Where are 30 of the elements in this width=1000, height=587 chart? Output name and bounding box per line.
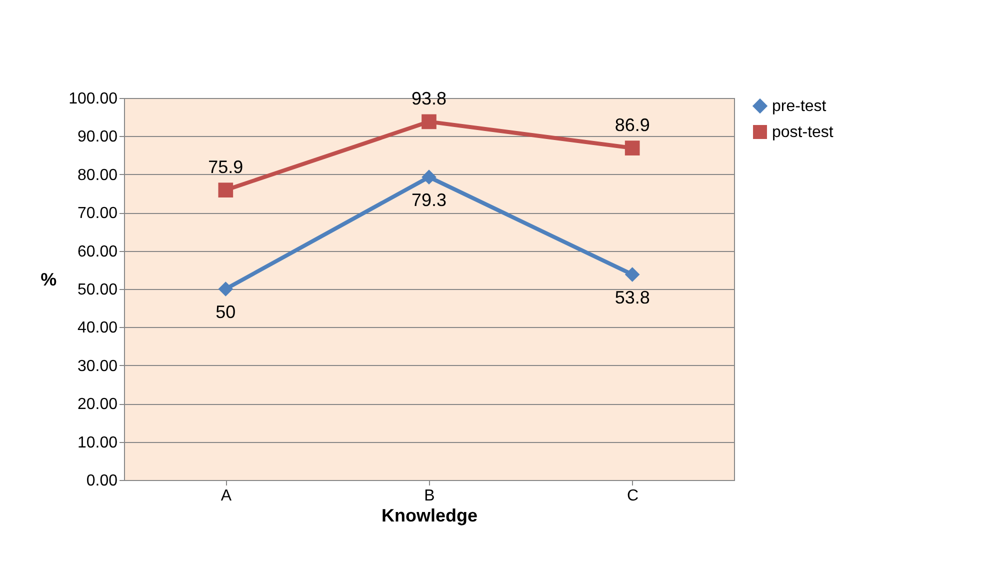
data-label: 50 <box>216 302 236 322</box>
point <box>624 140 640 156</box>
y-tick-label: 70.00 <box>77 205 118 222</box>
y-tick-label: 60.00 <box>77 243 118 260</box>
y-tick-label: 10.00 <box>77 434 118 452</box>
legend-label: post-test <box>772 124 834 141</box>
x-tick-label: B <box>424 488 435 504</box>
y-tick-label: 40.00 <box>77 320 118 337</box>
data-label: 53.8 <box>614 287 650 308</box>
y-tick-label: 30.00 <box>77 358 118 375</box>
x-tick-label: C <box>627 488 639 504</box>
y-tick-label: 80.00 <box>77 166 118 184</box>
y-axis-title: % <box>40 270 57 290</box>
y-tick-label: 20.00 <box>77 396 118 414</box>
y-tick-label: 90.00 <box>77 128 118 146</box>
point <box>422 170 436 184</box>
data-label: 86.9 <box>614 115 650 136</box>
y-tick-label: 100.00 <box>68 90 118 108</box>
y-tick-label: 50.00 <box>77 282 118 298</box>
legend-label: pre-test <box>772 98 827 115</box>
point <box>218 182 234 198</box>
data-label: 93.8 <box>411 88 447 109</box>
point <box>422 114 436 130</box>
data-label: 79.3 <box>411 190 447 210</box>
data-label: 75.9 <box>208 157 244 178</box>
point <box>624 267 640 282</box>
x-axis-title: Knowledge <box>381 506 478 526</box>
y-tick-label: 0.00 <box>86 472 118 490</box>
point <box>218 282 234 296</box>
x-tick-label: A <box>220 488 232 504</box>
